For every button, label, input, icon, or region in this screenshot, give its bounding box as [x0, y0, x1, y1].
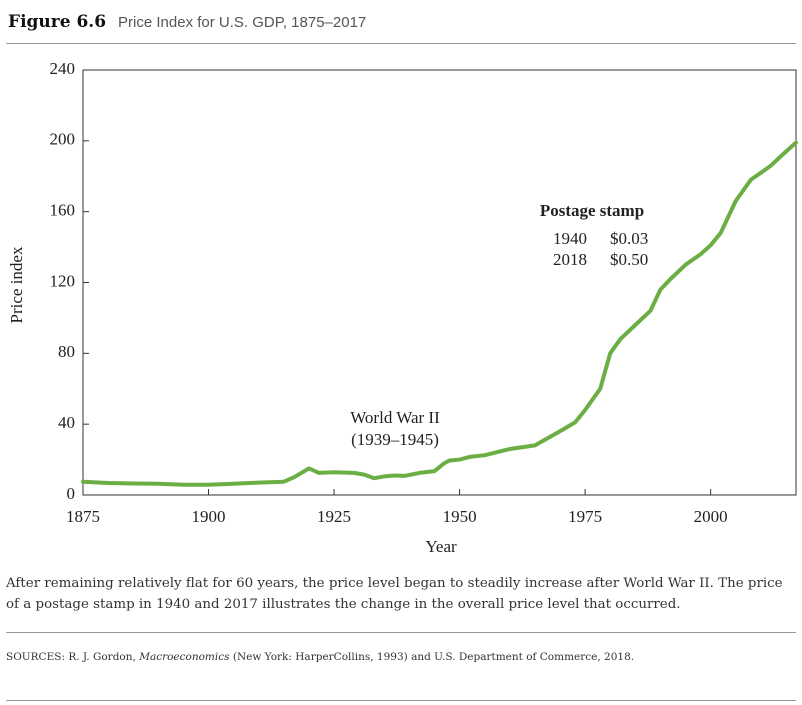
- y-axis-label: Price index: [7, 246, 26, 323]
- x-tick-label: 1900: [192, 507, 226, 526]
- chart: Year Price index World War II (1939–1945…: [7, 59, 798, 556]
- y-tick-label: 160: [50, 201, 76, 220]
- rule: [6, 700, 796, 701]
- figure-number: Figure 6.6: [8, 12, 107, 32]
- stamp-year: 2018: [553, 250, 587, 269]
- sources: SOURCES: R. J. Gordon, Macroeconomics (N…: [6, 651, 798, 663]
- y-tick-label: 240: [50, 59, 76, 78]
- x-tick-label: 1950: [443, 507, 477, 526]
- x-tick-label: 2000: [694, 507, 728, 526]
- caption: After remaining relatively flat for 60 y…: [6, 576, 783, 612]
- x-tick-label: 1925: [317, 507, 351, 526]
- x-tick-label: 1875: [66, 507, 100, 526]
- rule: [6, 43, 796, 44]
- y-tick-label: 0: [67, 484, 76, 503]
- y-tick-label: 200: [50, 130, 76, 149]
- y-tick-label: 80: [58, 342, 75, 361]
- x-tick-label: 1975: [568, 507, 602, 526]
- chart-title: Price Index for U.S. GDP, 1875–2017: [118, 14, 367, 31]
- sources-text: SOURCES: R. J. Gordon,: [6, 651, 140, 663]
- annotation: (1939–1945): [351, 430, 439, 449]
- sources-text: (New York: HarperCollins, 1993) and U.S.…: [229, 651, 635, 663]
- plot-frame: [82, 69, 797, 496]
- stamp-title: Postage stamp: [540, 201, 644, 220]
- y-tick-label: 120: [50, 271, 76, 290]
- annotation: World War II: [350, 408, 440, 427]
- sources-title: Macroeconomics: [139, 651, 230, 663]
- stamp-year: 1940: [553, 229, 587, 248]
- stamp-price: $0.50: [610, 250, 648, 269]
- stamp-price: $0.03: [610, 229, 648, 248]
- y-tick-label: 40: [58, 413, 75, 432]
- x-axis-label: Year: [425, 537, 457, 556]
- line: [81, 140, 798, 487]
- rule: [6, 632, 796, 633]
- header: Figure 6.6 Price Index for U.S. GDP, 1875…: [8, 12, 366, 32]
